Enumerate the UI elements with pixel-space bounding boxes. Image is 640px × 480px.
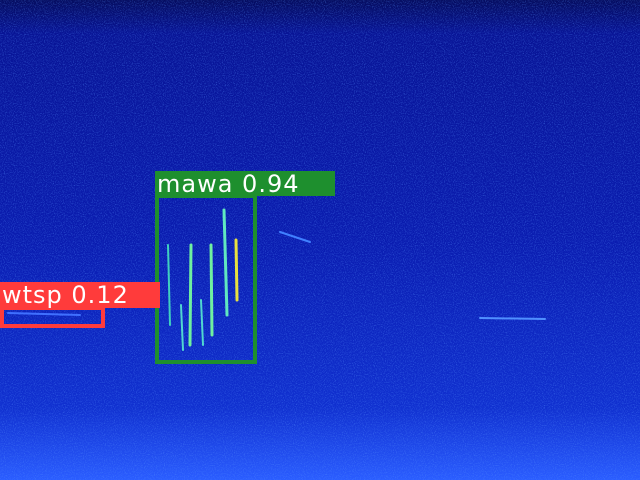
detection-label-wtsp: wtsp 0.12 [0,282,160,308]
detection-box-mawa[interactable] [155,194,257,364]
detection-box-wtsp[interactable] [0,306,105,328]
detection-label-mawa: mawa 0.94 [155,171,335,197]
bird-call-streaks [7,208,546,351]
